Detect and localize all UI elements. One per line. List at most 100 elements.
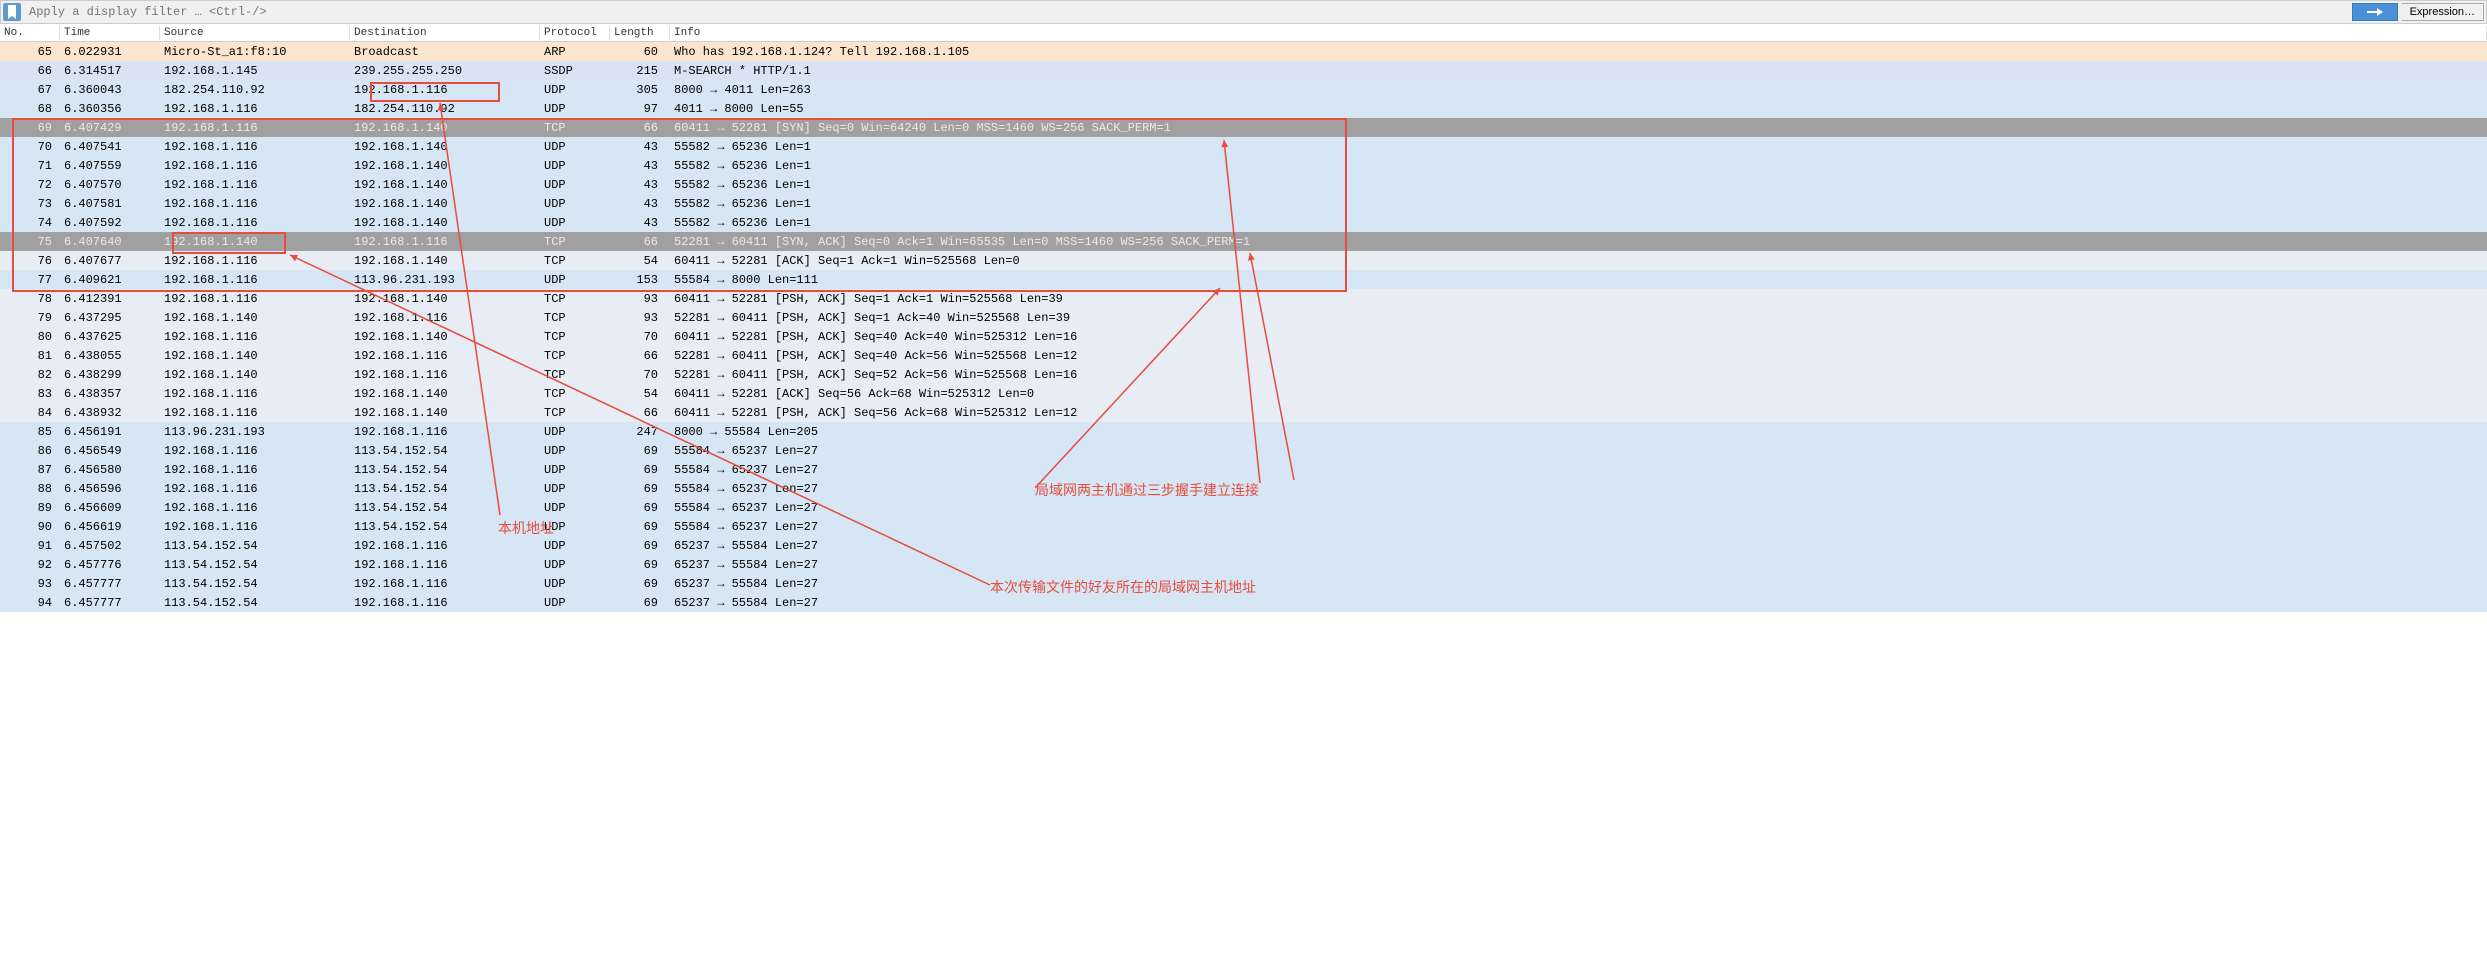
cell-source: 192.168.1.116 xyxy=(160,102,350,116)
cell-time: 6.407677 xyxy=(60,254,160,268)
cell-time: 6.407559 xyxy=(60,159,160,173)
cell-destination: 113.54.152.54 xyxy=(350,520,540,534)
packet-row[interactable]: 946.457777113.54.152.54192.168.1.116UDP6… xyxy=(0,593,2487,612)
cell-length: 66 xyxy=(610,406,670,420)
packet-row[interactable]: 856.456191113.96.231.193192.168.1.116UDP… xyxy=(0,422,2487,441)
cell-length: 66 xyxy=(610,121,670,135)
cell-destination: 192.168.1.140 xyxy=(350,406,540,420)
cell-no: 68 xyxy=(0,102,60,116)
packet-row[interactable]: 746.407592192.168.1.116192.168.1.140UDP4… xyxy=(0,213,2487,232)
packet-row[interactable]: 716.407559192.168.1.116192.168.1.140UDP4… xyxy=(0,156,2487,175)
apply-filter-button[interactable] xyxy=(2352,3,2398,21)
header-length[interactable]: Length xyxy=(610,26,670,40)
cell-time: 6.457776 xyxy=(60,558,160,572)
cell-protocol: UDP xyxy=(540,482,610,496)
cell-protocol: UDP xyxy=(540,102,610,116)
header-source[interactable]: Source xyxy=(160,26,350,40)
header-no[interactable]: No. xyxy=(0,26,60,40)
packet-row[interactable]: 676.360043182.254.110.92192.168.1.116UDP… xyxy=(0,80,2487,99)
packet-row[interactable]: 806.437625192.168.1.116192.168.1.140TCP7… xyxy=(0,327,2487,346)
header-destination[interactable]: Destination xyxy=(350,26,540,40)
cell-source: 192.168.1.116 xyxy=(160,178,350,192)
cell-info: M-SEARCH * HTTP/1.1 xyxy=(670,64,2487,78)
packet-row[interactable]: 696.407429192.168.1.116192.168.1.140TCP6… xyxy=(0,118,2487,137)
packet-row[interactable]: 826.438299192.168.1.140192.168.1.116TCP7… xyxy=(0,365,2487,384)
cell-time: 6.456596 xyxy=(60,482,160,496)
packet-row[interactable]: 656.022931Micro-St_a1:f8:10BroadcastARP6… xyxy=(0,42,2487,61)
cell-destination: 192.168.1.140 xyxy=(350,387,540,401)
cell-source: 192.168.1.116 xyxy=(160,273,350,287)
cell-no: 78 xyxy=(0,292,60,306)
cell-source: 113.54.152.54 xyxy=(160,577,350,591)
cell-source: 192.168.1.116 xyxy=(160,387,350,401)
packet-row[interactable]: 706.407541192.168.1.116192.168.1.140UDP4… xyxy=(0,137,2487,156)
packet-row[interactable]: 796.437295192.168.1.140192.168.1.116TCP9… xyxy=(0,308,2487,327)
cell-info: 65237 → 55584 Len=27 xyxy=(670,577,2487,591)
cell-length: 247 xyxy=(610,425,670,439)
cell-protocol: TCP xyxy=(540,330,610,344)
cell-no: 93 xyxy=(0,577,60,591)
cell-no: 92 xyxy=(0,558,60,572)
packet-row[interactable]: 906.456619192.168.1.116113.54.152.54UDP6… xyxy=(0,517,2487,536)
cell-no: 76 xyxy=(0,254,60,268)
packet-row[interactable]: 936.457777113.54.152.54192.168.1.116UDP6… xyxy=(0,574,2487,593)
cell-no: 79 xyxy=(0,311,60,325)
cell-source: 113.54.152.54 xyxy=(160,596,350,610)
cell-source: 192.168.1.116 xyxy=(160,197,350,211)
cell-length: 54 xyxy=(610,254,670,268)
packet-row[interactable]: 846.438932192.168.1.116192.168.1.140TCP6… xyxy=(0,403,2487,422)
packet-row[interactable]: 816.438055192.168.1.140192.168.1.116TCP6… xyxy=(0,346,2487,365)
cell-length: 97 xyxy=(610,102,670,116)
packet-row[interactable]: 666.314517192.168.1.145239.255.255.250SS… xyxy=(0,61,2487,80)
packet-row[interactable]: 686.360356192.168.1.116182.254.110.92UDP… xyxy=(0,99,2487,118)
cell-time: 6.407541 xyxy=(60,140,160,154)
cell-source: 192.168.1.116 xyxy=(160,520,350,534)
cell-info: 52281 → 60411 [PSH, ACK] Seq=40 Ack=56 W… xyxy=(670,349,2487,363)
header-protocol[interactable]: Protocol xyxy=(540,26,610,40)
expression-button[interactable]: Expression… xyxy=(2402,3,2484,21)
cell-length: 215 xyxy=(610,64,670,78)
packet-row[interactable]: 756.407640192.168.1.140192.168.1.116TCP6… xyxy=(0,232,2487,251)
packet-row[interactable]: 896.456609192.168.1.116113.54.152.54UDP6… xyxy=(0,498,2487,517)
cell-info: 55584 → 65237 Len=27 xyxy=(670,501,2487,515)
cell-no: 90 xyxy=(0,520,60,534)
cell-no: 85 xyxy=(0,425,60,439)
packet-row[interactable]: 836.438357192.168.1.116192.168.1.140TCP5… xyxy=(0,384,2487,403)
display-filter-input[interactable] xyxy=(25,3,2348,21)
cell-destination: 192.168.1.116 xyxy=(350,425,540,439)
packet-row[interactable]: 766.407677192.168.1.116192.168.1.140TCP5… xyxy=(0,251,2487,270)
cell-time: 6.457777 xyxy=(60,596,160,610)
cell-length: 153 xyxy=(610,273,670,287)
packet-row[interactable]: 926.457776113.54.152.54192.168.1.116UDP6… xyxy=(0,555,2487,574)
cell-source: 192.168.1.116 xyxy=(160,444,350,458)
cell-info: 55584 → 65237 Len=27 xyxy=(670,520,2487,534)
header-info[interactable]: Info xyxy=(670,26,2487,40)
cell-info: 55584 → 8000 Len=111 xyxy=(670,273,2487,287)
cell-destination: 113.54.152.54 xyxy=(350,501,540,515)
cell-source: 192.168.1.116 xyxy=(160,159,350,173)
packet-row[interactable]: 786.412391192.168.1.116192.168.1.140TCP9… xyxy=(0,289,2487,308)
cell-time: 6.407581 xyxy=(60,197,160,211)
packet-row[interactable]: 736.407581192.168.1.116192.168.1.140UDP4… xyxy=(0,194,2487,213)
cell-protocol: UDP xyxy=(540,463,610,477)
cell-destination: 192.168.1.140 xyxy=(350,178,540,192)
packet-row[interactable]: 886.456596192.168.1.116113.54.152.54UDP6… xyxy=(0,479,2487,498)
packet-row[interactable]: 866.456549192.168.1.116113.54.152.54UDP6… xyxy=(0,441,2487,460)
cell-destination: 192.168.1.116 xyxy=(350,235,540,249)
header-time[interactable]: Time xyxy=(60,26,160,40)
cell-time: 6.407592 xyxy=(60,216,160,230)
bookmark-icon[interactable] xyxy=(3,3,21,21)
cell-time: 6.412391 xyxy=(60,292,160,306)
cell-time: 6.438299 xyxy=(60,368,160,382)
packet-row[interactable]: 916.457502113.54.152.54192.168.1.116UDP6… xyxy=(0,536,2487,555)
cell-info: 60411 → 52281 [PSH, ACK] Seq=40 Ack=40 W… xyxy=(670,330,2487,344)
cell-no: 65 xyxy=(0,45,60,59)
cell-destination: 239.255.255.250 xyxy=(350,64,540,78)
cell-length: 69 xyxy=(610,539,670,553)
cell-destination: 192.168.1.116 xyxy=(350,83,540,97)
packet-row[interactable]: 776.409621192.168.1.116113.96.231.193UDP… xyxy=(0,270,2487,289)
packet-row[interactable]: 876.456580192.168.1.116113.54.152.54UDP6… xyxy=(0,460,2487,479)
cell-no: 73 xyxy=(0,197,60,211)
packet-row[interactable]: 726.407570192.168.1.116192.168.1.140UDP4… xyxy=(0,175,2487,194)
cell-protocol: UDP xyxy=(540,520,610,534)
